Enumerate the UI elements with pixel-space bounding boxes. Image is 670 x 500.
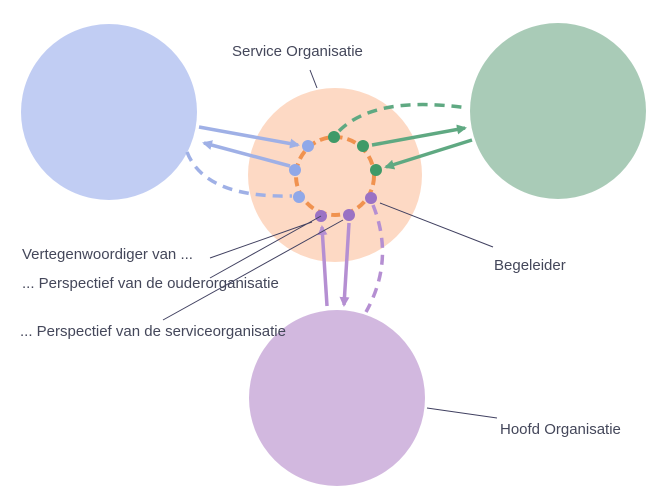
head-organisation-label: Hoofd Organisatie <box>500 421 621 438</box>
blue-organisation-circle <box>21 24 197 200</box>
supervisor-leader-line <box>379 202 494 248</box>
service-organisation-label: Service Organisatie <box>232 43 363 60</box>
blue-node-top <box>302 140 314 152</box>
blue-arrow-from-ring <box>202 140 291 168</box>
perspective-service-leader-line <box>162 219 344 321</box>
purple-node-right <box>343 209 355 221</box>
green-node-right <box>370 164 382 176</box>
purple-arrow-to-ring <box>317 225 329 307</box>
service-organisation-circle <box>248 88 422 262</box>
green-organisation-circle <box>470 23 646 199</box>
green-arrow-to-green-org <box>371 124 467 147</box>
blue-arrow-to-ring <box>198 125 300 149</box>
blue-node-bottom <box>293 191 305 203</box>
blue-dashed-connection <box>185 151 293 198</box>
representative-leader-line <box>209 221 313 259</box>
green-arrow-from-green-org <box>384 138 473 170</box>
service-org-leader-line <box>309 69 318 89</box>
purple-node-supervisor <box>365 192 377 204</box>
blue-node-middle <box>289 164 301 176</box>
perspective-service-label: ... Perspectief van de serviceorganisati… <box>20 323 286 340</box>
purple-arrow-to-head-org <box>339 222 351 307</box>
head-organisation-circle <box>249 310 425 486</box>
purple-dashed-connection <box>364 204 385 313</box>
supervisor-label: Begeleider <box>494 257 566 274</box>
green-node-left <box>328 131 340 143</box>
head-org-leader-line <box>426 407 498 419</box>
perspective-parent-leader-line <box>209 215 322 279</box>
representative-label: Vertegenwoordiger van ... <box>22 246 193 263</box>
green-dashed-connection <box>337 102 469 133</box>
green-node-top <box>357 140 369 152</box>
perspective-parent-label: ... Perspectief van de ouderorganisatie <box>22 275 279 292</box>
